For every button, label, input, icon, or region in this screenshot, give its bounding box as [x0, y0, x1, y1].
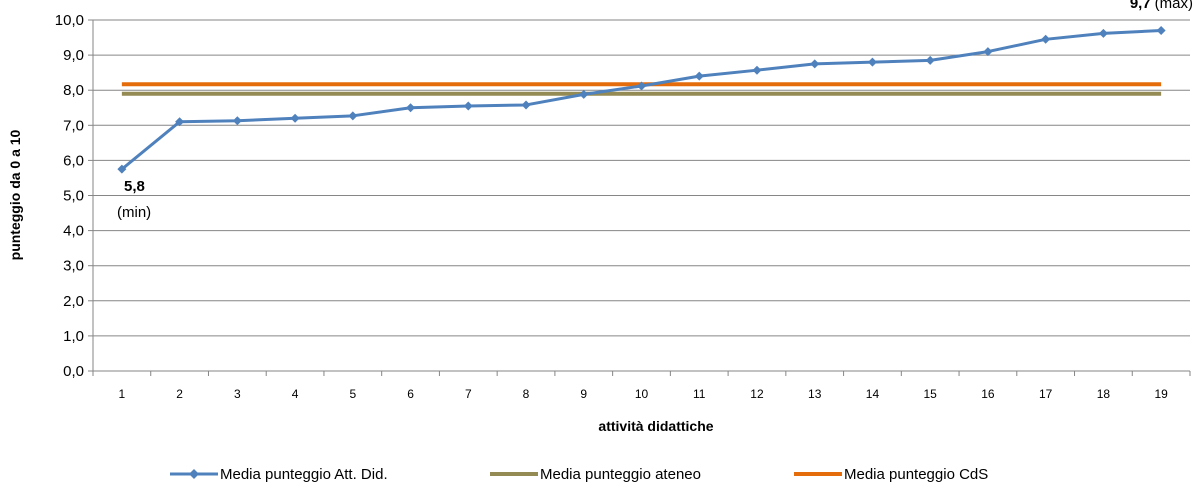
min-label-annotation: (min) [117, 204, 151, 221]
x-tick-label: 1 [119, 387, 126, 401]
y-tick-label: 1,0 [63, 328, 84, 345]
x-tick-label: 18 [1097, 387, 1111, 401]
x-tick-label: 4 [292, 387, 299, 401]
data-point-marker [810, 59, 820, 69]
x-tick-label: 9 [580, 387, 587, 401]
y-tick-label: 5,0 [63, 188, 84, 205]
gridlines [93, 19, 1190, 337]
legend: Media punteggio Att. Did. Media punteggi… [170, 466, 988, 483]
x-axis-title: attività didattiche [598, 418, 713, 434]
x-tick-label: 2 [176, 387, 183, 401]
x-tick-label: 7 [465, 387, 472, 401]
data-point-marker [579, 89, 589, 99]
data-point-marker [637, 81, 646, 91]
max-annotation: 9,7 (max) [1130, 0, 1193, 12]
data-point-marker [521, 100, 531, 110]
y-tick-label: 10,0 [55, 12, 84, 29]
x-tick-label: 12 [750, 387, 764, 401]
data-point-marker [925, 55, 935, 65]
legend-label-cds: Media punteggio CdS [844, 466, 988, 483]
y-tick-label: 6,0 [63, 152, 84, 169]
y-tick-label: 8,0 [63, 82, 84, 99]
x-tick-label: 17 [1039, 387, 1053, 401]
y-tick-label: 0,0 [63, 363, 84, 380]
x-tick-label: 11 [693, 387, 706, 401]
y-tick-label: 2,0 [63, 293, 84, 310]
data-point-marker [1041, 34, 1051, 44]
data-point-marker [694, 71, 704, 81]
legend-item-ateneo: Media punteggio ateneo [490, 466, 701, 483]
series-line-1 [120, 29, 1162, 171]
x-tick-label: 3 [234, 387, 241, 401]
x-axis-ticks: 1 2 3 4 5 6 7 8 9 10 11 12 13 14 15 16 17 18 19 [92, 371, 1191, 401]
data-point-marker [117, 164, 127, 174]
x-tick-label: 8 [523, 387, 530, 401]
data-point-marker [290, 113, 300, 123]
legend-item-cds: Media punteggio CdS [794, 466, 988, 483]
x-tick-label: 5 [349, 387, 356, 401]
legend-item-att-did: Media punteggio Att. Did. [170, 466, 388, 483]
data-point-marker [752, 65, 762, 75]
data-point-marker [1156, 26, 1166, 36]
legend-label-att-did: Media punteggio Att. Did. [220, 466, 388, 483]
series-group [117, 26, 1166, 174]
x-tick-label: 6 [407, 387, 414, 401]
y-tick-label: 9,0 [63, 47, 84, 64]
x-tick-label: 19 [1154, 387, 1168, 401]
x-tick-label: 10 [635, 387, 649, 401]
legend-label-ateneo: Media punteggio ateneo [540, 466, 701, 483]
data-point-marker [867, 57, 877, 67]
x-tick-label: 14 [866, 387, 880, 401]
data-point-marker [175, 117, 185, 127]
y-tick-label: 3,0 [63, 258, 84, 275]
y-axis-title: punteggio da 0 a 10 [7, 129, 23, 260]
data-point-marker [1098, 28, 1108, 38]
y-tick-label: 7,0 [63, 117, 84, 134]
x-tick-label: 15 [924, 387, 938, 401]
max-value-annotation: 9,7 [1130, 0, 1151, 12]
data-point-marker [463, 101, 473, 111]
x-tick-label: 16 [981, 387, 995, 401]
max-label-annotation: (max) [1155, 0, 1193, 12]
y-axis-ticks: 0,0 1,0 2,0 3,0 4,0 5,0 6,0 7,0 8,0 9,0 10,0 [55, 12, 93, 380]
data-point-marker [232, 116, 242, 126]
data-point-marker [406, 103, 416, 113]
y-tick-label: 4,0 [63, 223, 84, 240]
data-point-marker [348, 111, 358, 121]
data-point-marker [983, 47, 993, 57]
x-tick-label: 13 [808, 387, 822, 401]
min-value-annotation: 5,8 [124, 178, 145, 195]
